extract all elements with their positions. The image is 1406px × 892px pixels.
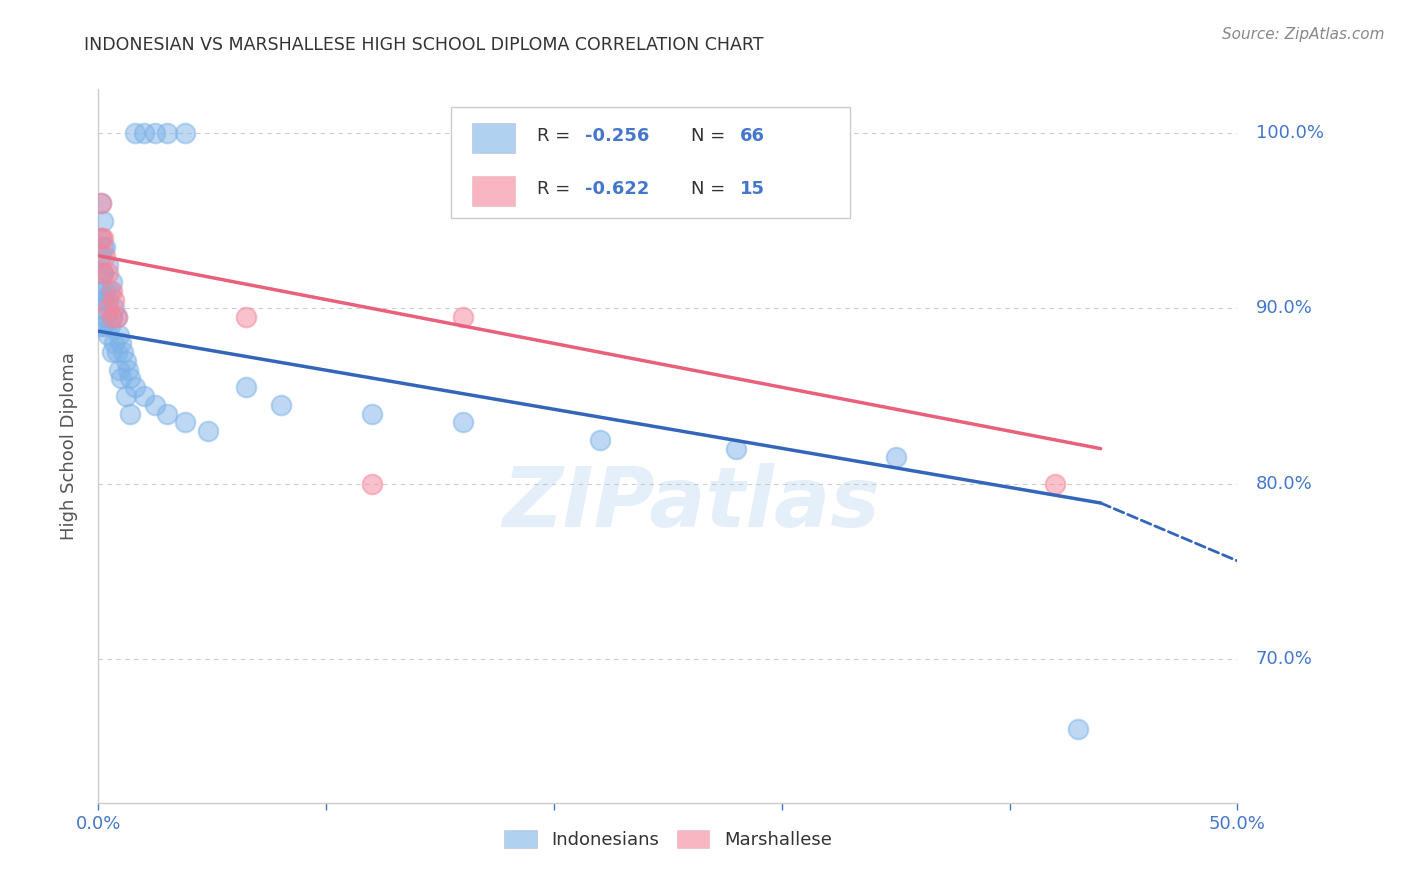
Point xyxy=(110,371,132,385)
Point xyxy=(90,266,112,280)
Text: N =: N = xyxy=(690,127,731,145)
Point xyxy=(174,126,197,140)
Point xyxy=(725,442,748,456)
Point xyxy=(105,345,128,359)
Text: R =: R = xyxy=(537,127,576,145)
Point xyxy=(451,415,474,429)
Point xyxy=(90,284,112,298)
Point xyxy=(114,354,136,368)
Text: 15: 15 xyxy=(740,180,765,198)
Point xyxy=(91,293,114,307)
Text: R =: R = xyxy=(537,180,576,198)
Point xyxy=(1067,722,1090,736)
Point xyxy=(96,258,118,272)
Point xyxy=(197,424,219,438)
Point xyxy=(90,301,112,316)
Point xyxy=(91,318,114,333)
Point xyxy=(108,362,131,376)
Point xyxy=(101,284,124,298)
Legend: Indonesians, Marshallese: Indonesians, Marshallese xyxy=(495,821,841,858)
Point xyxy=(91,240,114,254)
Point xyxy=(90,231,112,245)
Text: ZIPatlas: ZIPatlas xyxy=(502,463,880,543)
Point xyxy=(98,318,121,333)
Point xyxy=(156,126,179,140)
Point xyxy=(124,380,146,394)
Point xyxy=(235,310,257,325)
Point xyxy=(103,336,125,351)
Point xyxy=(145,398,167,412)
Text: 90.0%: 90.0% xyxy=(1256,300,1312,318)
Point xyxy=(174,415,197,429)
Point xyxy=(103,293,125,307)
Text: N =: N = xyxy=(690,180,731,198)
Point xyxy=(91,231,114,245)
Point xyxy=(101,310,124,325)
FancyBboxPatch shape xyxy=(472,123,515,153)
Text: -0.256: -0.256 xyxy=(585,127,650,145)
Point xyxy=(91,213,114,227)
Text: 70.0%: 70.0% xyxy=(1256,650,1312,668)
Point xyxy=(360,407,382,421)
Y-axis label: High School Diploma: High School Diploma xyxy=(59,352,77,540)
Point xyxy=(96,301,118,316)
Point xyxy=(451,310,474,325)
Point xyxy=(96,327,118,342)
Point xyxy=(94,284,117,298)
Text: 80.0%: 80.0% xyxy=(1256,475,1312,492)
Point xyxy=(94,240,117,254)
Point xyxy=(108,327,131,342)
Point xyxy=(588,433,610,447)
Point xyxy=(360,476,382,491)
Point xyxy=(120,407,142,421)
Point xyxy=(884,450,907,465)
Point xyxy=(235,380,257,394)
Point xyxy=(90,196,112,211)
Point xyxy=(96,266,118,280)
Point xyxy=(270,398,292,412)
Point xyxy=(145,126,167,140)
Point xyxy=(91,266,114,280)
Point xyxy=(114,389,136,403)
Point xyxy=(90,249,112,263)
Point xyxy=(132,389,155,403)
Point xyxy=(98,284,121,298)
Point xyxy=(94,310,117,325)
Point xyxy=(101,345,124,359)
Point xyxy=(105,310,128,325)
Text: 100.0%: 100.0% xyxy=(1256,124,1323,142)
Point xyxy=(94,249,117,263)
Point xyxy=(101,310,124,325)
Point xyxy=(110,336,132,351)
Point xyxy=(103,301,125,316)
Point xyxy=(132,126,155,140)
Point xyxy=(105,310,128,325)
Point xyxy=(1043,476,1066,491)
Point xyxy=(117,362,139,376)
FancyBboxPatch shape xyxy=(472,177,515,206)
Point xyxy=(101,275,124,289)
FancyBboxPatch shape xyxy=(451,107,851,218)
Point xyxy=(112,345,135,359)
Point xyxy=(90,318,112,333)
Point xyxy=(90,196,112,211)
Point xyxy=(96,293,118,307)
Text: INDONESIAN VS MARSHALLESE HIGH SCHOOL DIPLOMA CORRELATION CHART: INDONESIAN VS MARSHALLESE HIGH SCHOOL DI… xyxy=(84,36,763,54)
Point xyxy=(90,231,112,245)
Point xyxy=(156,407,179,421)
Point xyxy=(91,266,114,280)
Text: 66: 66 xyxy=(740,127,765,145)
Point xyxy=(120,371,142,385)
Text: -0.622: -0.622 xyxy=(585,180,650,198)
Point xyxy=(124,126,146,140)
Text: Source: ZipAtlas.com: Source: ZipAtlas.com xyxy=(1222,27,1385,42)
